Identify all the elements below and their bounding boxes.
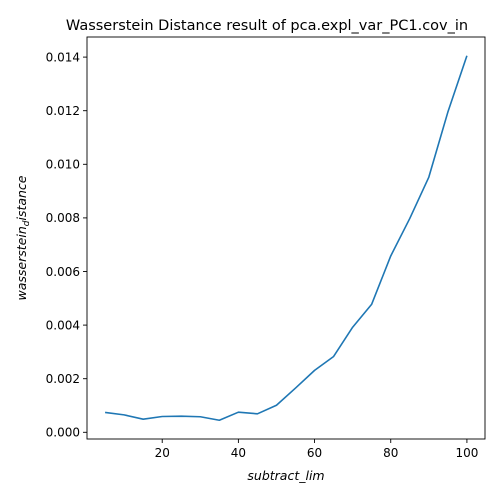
y-tick-label: 0.008	[46, 211, 80, 225]
x-axis-label: subtract_lim	[247, 468, 324, 483]
x-tick-label: 40	[231, 446, 246, 460]
y-tick-label: 0.010	[46, 158, 80, 172]
y-tick-label: 0.012	[46, 104, 80, 118]
series-line-0	[104, 55, 468, 422]
x-tick-label: 60	[307, 446, 322, 460]
y-axis-label-main: wasserstein	[14, 226, 29, 300]
x-tick-label: 100	[455, 446, 478, 460]
x-axis: 20 40 60 80 100	[155, 439, 478, 460]
y-axis-label-rest: istance	[14, 175, 29, 220]
y-tick-label: 0.004	[46, 318, 80, 332]
y-tick-label: 0.000	[46, 426, 80, 440]
x-tick-label: 20	[155, 446, 170, 460]
plot-area	[86, 36, 486, 440]
y-tick-label: 0.014	[46, 50, 80, 64]
y-axis-label: wassersteindistance	[14, 175, 32, 300]
y-tick-label: 0.006	[46, 265, 80, 279]
y-axis: 0.000 0.002 0.004 0.006 0.008 0.010 0.012 0.014	[46, 50, 87, 440]
chart-title: Wasserstein Distance result of pca.expl_…	[66, 18, 468, 34]
y-tick-label: 0.002	[46, 372, 80, 386]
x-tick-label: 80	[383, 446, 398, 460]
y-axis-label-subscript: d	[22, 220, 32, 226]
axes-frame	[86, 36, 486, 440]
